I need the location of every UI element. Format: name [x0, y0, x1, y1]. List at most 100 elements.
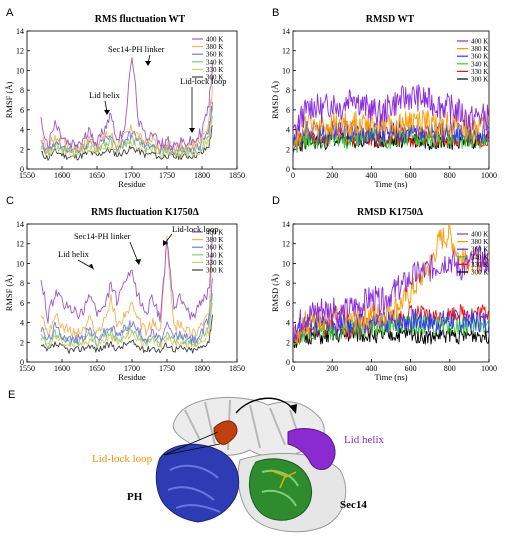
series-line-360k [293, 309, 489, 342]
panel-a-title: RMS fluctuation WT [95, 14, 186, 25]
annotation-sec14-ph-linker: Sec14-PH linker [74, 231, 131, 241]
y-tick-label: 14 [282, 27, 290, 36]
legend-label: 400 K [471, 231, 488, 239]
series-line-380k [40, 235, 213, 337]
structure-top-domain [172, 396, 325, 458]
y-tick-label: 10 [16, 259, 24, 268]
y-tick-label: 6 [20, 299, 24, 308]
x-tick-label: 1000 [481, 171, 497, 180]
series-line-360k [40, 278, 213, 345]
y-tick-label: 4 [20, 126, 24, 135]
y-tick-label: 6 [20, 106, 24, 115]
legend-label: 380 K [471, 238, 488, 246]
x-tick-label: 600 [405, 171, 417, 180]
series-group [293, 224, 489, 349]
annotation-arrowhead [163, 240, 168, 246]
y-tick-label: 12 [16, 240, 24, 249]
legend-label: 330 K [471, 68, 488, 76]
y-tick-label: 2 [20, 145, 24, 154]
legend-label: 380 K [206, 43, 223, 51]
y-axis-label: RMSF (Å) [4, 82, 14, 119]
series-line-380k [40, 86, 213, 154]
chart-rmsd-k1750: 0 2 4 6 8 10 12 14 0 200 400 600 800 1000 Time (ns) RMS… [270, 220, 497, 382]
loop-pointer-line [163, 431, 219, 456]
series-line-340k [40, 292, 213, 350]
annotation-lid-lock-loop: Lid-lock loop [172, 224, 219, 234]
chart-rmsd-wt: 0 2 4 6 8 10 12 14 0 200 400 600 800 1000 Time (ns) RMS… [270, 27, 497, 189]
legend-label: 400 K [471, 38, 488, 46]
annotation-lid-helix: Lid helix [58, 249, 90, 259]
x-tick-label: 1750 [159, 171, 175, 180]
label-ph: PH [127, 491, 143, 503]
annotation-arrow [77, 259, 93, 269]
y-tick-label: 12 [282, 47, 290, 56]
y-tick-label: 8 [20, 86, 24, 95]
panel-c-title: RMS fluctuation K1750Δ [91, 207, 200, 218]
series-line-400k [293, 84, 489, 138]
legend-label: 330 K [206, 66, 223, 74]
lid-lock-loop-cartoon [213, 420, 238, 445]
x-tick-label: 1800 [194, 364, 210, 373]
y-tick-label: 8 [286, 279, 290, 288]
annotation-lid-helix: Lid helix [89, 90, 121, 100]
x-tick-label: 1750 [159, 364, 175, 373]
sec14-strands [261, 469, 299, 507]
legend-label: 340 K [206, 251, 223, 259]
legend-label: 360 K [206, 51, 223, 59]
legend-label: 300 K [471, 269, 488, 277]
loop-pointer-line [163, 443, 221, 456]
x-tick-label: 600 [405, 364, 417, 373]
y-axis-label: RMSD (Å) [270, 81, 280, 119]
legend-label: 340 K [206, 58, 223, 66]
panel-letter-b: B [272, 7, 279, 19]
series-line-300k [40, 314, 213, 354]
series-group [40, 57, 213, 161]
x-axis-label: Residue [118, 372, 146, 382]
y-tick-label: 14 [16, 220, 24, 229]
y-axis-label: RMSD (Å) [270, 274, 280, 312]
panel-letter-d: D [272, 195, 280, 207]
y-tick-label: 12 [282, 240, 290, 249]
legend-label: 340 K [471, 60, 488, 68]
x-tick-label: 1550 [19, 364, 35, 373]
y-tick-label: 8 [286, 86, 290, 95]
ligand-sticks [269, 469, 297, 489]
x-tick-label: 1700 [124, 171, 140, 180]
legend-label: 400 K [206, 229, 223, 237]
panel-d-title: RMSD K1750Δ [357, 207, 424, 218]
y-tick-label: 0 [286, 165, 290, 174]
y-tick-label: 4 [20, 319, 24, 328]
x-tick-label: 800 [444, 171, 456, 180]
annotation-arrow [129, 241, 139, 263]
y-tick-label: 12 [16, 47, 24, 56]
x-tick-label: 0 [291, 171, 295, 180]
y-tick-label: 6 [286, 106, 290, 115]
legend-label: 360 K [471, 53, 488, 61]
annotation-arrowhead [189, 128, 195, 133]
series-line-340k [40, 107, 213, 157]
panel-letter-e: E [8, 389, 15, 401]
legend-label: 400 K [206, 36, 223, 44]
plot-frame [292, 30, 490, 170]
x-tick-label: 200 [326, 364, 338, 373]
legend-label: 300 K [206, 74, 223, 82]
protein-structure-panel: Lid-lock loop Lid helix PH Sec14 [92, 396, 385, 533]
label-sec14: Sec14 [340, 499, 367, 511]
plot-frame [292, 223, 490, 363]
legend-label: 360 K [206, 244, 223, 252]
y-axis-label: RMSF (Å) [4, 275, 14, 312]
x-tick-label: 1850 [229, 171, 245, 180]
panel-letter-a: A [6, 7, 14, 19]
x-tick-label: 200 [326, 171, 338, 180]
series-line-400k [40, 57, 213, 151]
legend-label: 330 K [206, 259, 223, 267]
legend-label: 360 K [471, 246, 488, 254]
annotation-lid-lock-loop: Lid-lock loop [180, 76, 227, 86]
series-line-300k [40, 125, 213, 161]
x-tick-label: 400 [365, 171, 377, 180]
series-line-300k [293, 326, 489, 349]
motion-arrowhead [289, 404, 297, 414]
